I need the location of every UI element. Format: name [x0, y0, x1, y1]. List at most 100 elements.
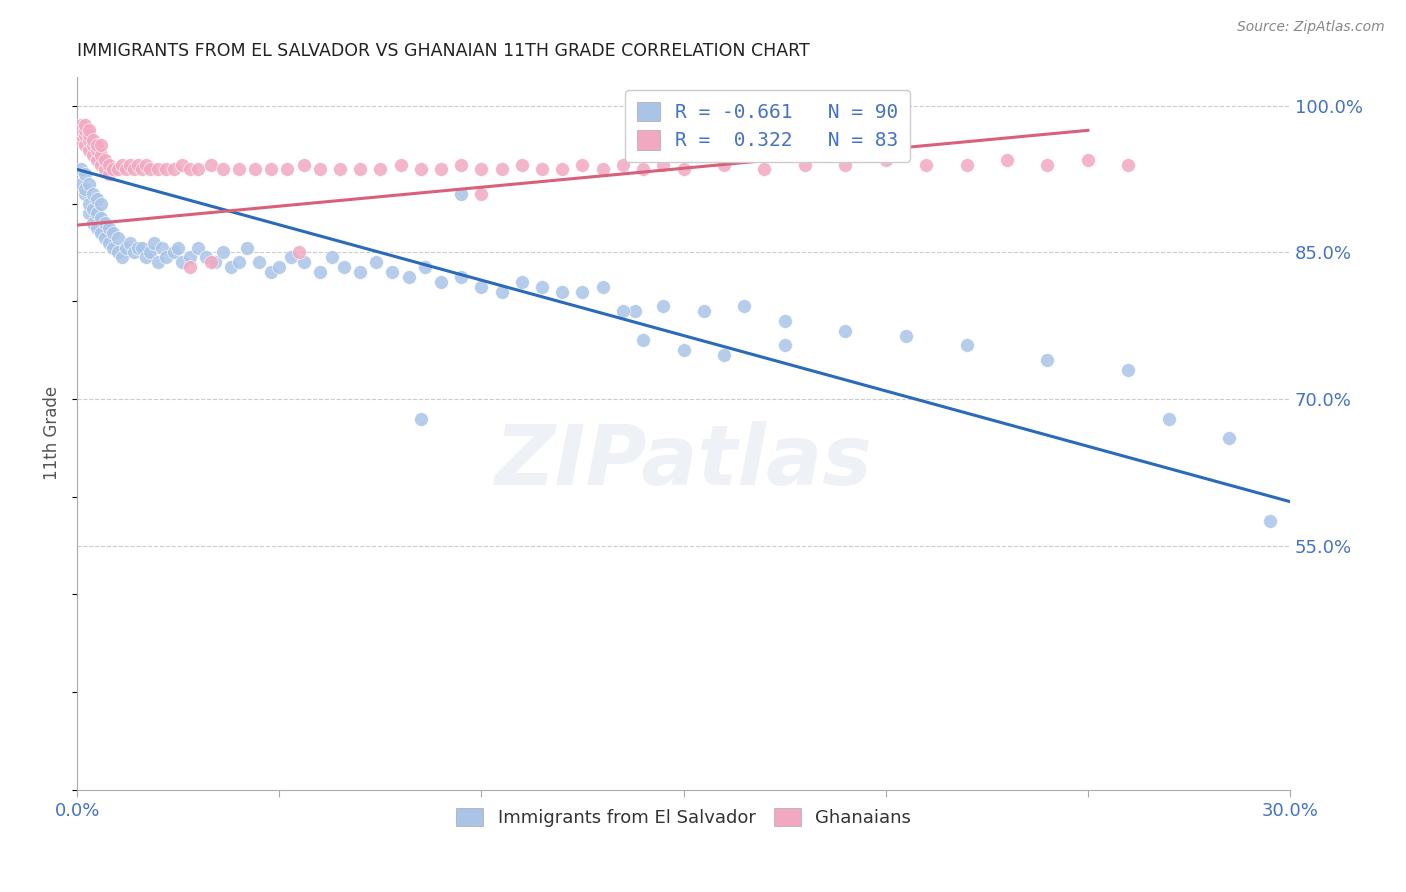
Point — [127, 241, 149, 255]
Point — [592, 162, 614, 177]
Point — [82, 186, 104, 201]
Point — [236, 241, 259, 255]
Point — [172, 255, 194, 269]
Point — [107, 245, 129, 260]
Point — [228, 255, 250, 269]
Point — [122, 245, 145, 260]
Point — [75, 167, 97, 181]
Point — [118, 157, 141, 171]
Point — [292, 255, 315, 269]
Point — [450, 157, 472, 171]
Point — [276, 162, 298, 177]
Point — [398, 269, 420, 284]
Point — [592, 279, 614, 293]
Point — [370, 162, 392, 177]
Point — [82, 133, 104, 147]
Point — [260, 265, 283, 279]
Point — [875, 153, 897, 167]
Point — [381, 265, 404, 279]
Point — [94, 216, 117, 230]
Point — [107, 231, 129, 245]
Point — [77, 196, 100, 211]
Point — [135, 251, 157, 265]
Point — [131, 162, 153, 177]
Point — [77, 133, 100, 147]
Point — [430, 275, 453, 289]
Point — [308, 162, 330, 177]
Point — [366, 255, 388, 269]
Point — [1077, 153, 1099, 167]
Point — [413, 260, 436, 274]
Point — [1218, 431, 1240, 445]
Point — [491, 162, 513, 177]
Point — [450, 186, 472, 201]
Point — [98, 167, 121, 181]
Point — [571, 157, 593, 171]
Point — [624, 304, 647, 318]
Point — [955, 157, 977, 171]
Point — [86, 206, 108, 220]
Point — [693, 304, 716, 318]
Point — [470, 186, 492, 201]
Point — [1036, 157, 1059, 171]
Point — [531, 279, 554, 293]
Point — [631, 334, 654, 348]
Point — [219, 260, 242, 274]
Point — [531, 162, 554, 177]
Point — [86, 221, 108, 235]
Point — [110, 251, 132, 265]
Point — [146, 255, 169, 269]
Point — [77, 143, 100, 157]
Point — [211, 245, 233, 260]
Point — [280, 251, 302, 265]
Point — [389, 157, 412, 171]
Point — [70, 123, 93, 137]
Point — [70, 128, 93, 143]
Point — [571, 285, 593, 299]
Point — [491, 285, 513, 299]
Point — [409, 411, 432, 425]
Point — [450, 269, 472, 284]
Point — [86, 153, 108, 167]
Point — [103, 226, 125, 240]
Point — [612, 304, 634, 318]
Point — [652, 299, 675, 313]
Point — [510, 157, 533, 171]
Point — [612, 157, 634, 171]
Point — [172, 157, 194, 171]
Point — [179, 251, 201, 265]
Point — [98, 157, 121, 171]
Point — [75, 128, 97, 143]
Point — [82, 202, 104, 216]
Point — [292, 157, 315, 171]
Point — [243, 162, 266, 177]
Point — [631, 162, 654, 177]
Point — [187, 162, 209, 177]
Y-axis label: 11th Grade: 11th Grade — [44, 386, 60, 480]
Point — [163, 245, 186, 260]
Point — [75, 186, 97, 201]
Point — [834, 324, 856, 338]
Point — [103, 162, 125, 177]
Point — [94, 162, 117, 177]
Point — [86, 143, 108, 157]
Point — [200, 255, 222, 269]
Point — [1116, 363, 1139, 377]
Point — [754, 162, 776, 177]
Point — [409, 162, 432, 177]
Point — [163, 162, 186, 177]
Point — [75, 119, 97, 133]
Point — [551, 285, 574, 299]
Point — [228, 162, 250, 177]
Point — [1258, 514, 1281, 528]
Point — [139, 245, 162, 260]
Point — [75, 123, 97, 137]
Point — [321, 251, 343, 265]
Point — [195, 251, 218, 265]
Point — [333, 260, 356, 274]
Point — [1036, 353, 1059, 368]
Point — [70, 133, 93, 147]
Point — [430, 162, 453, 177]
Point — [82, 138, 104, 153]
Point — [98, 235, 121, 250]
